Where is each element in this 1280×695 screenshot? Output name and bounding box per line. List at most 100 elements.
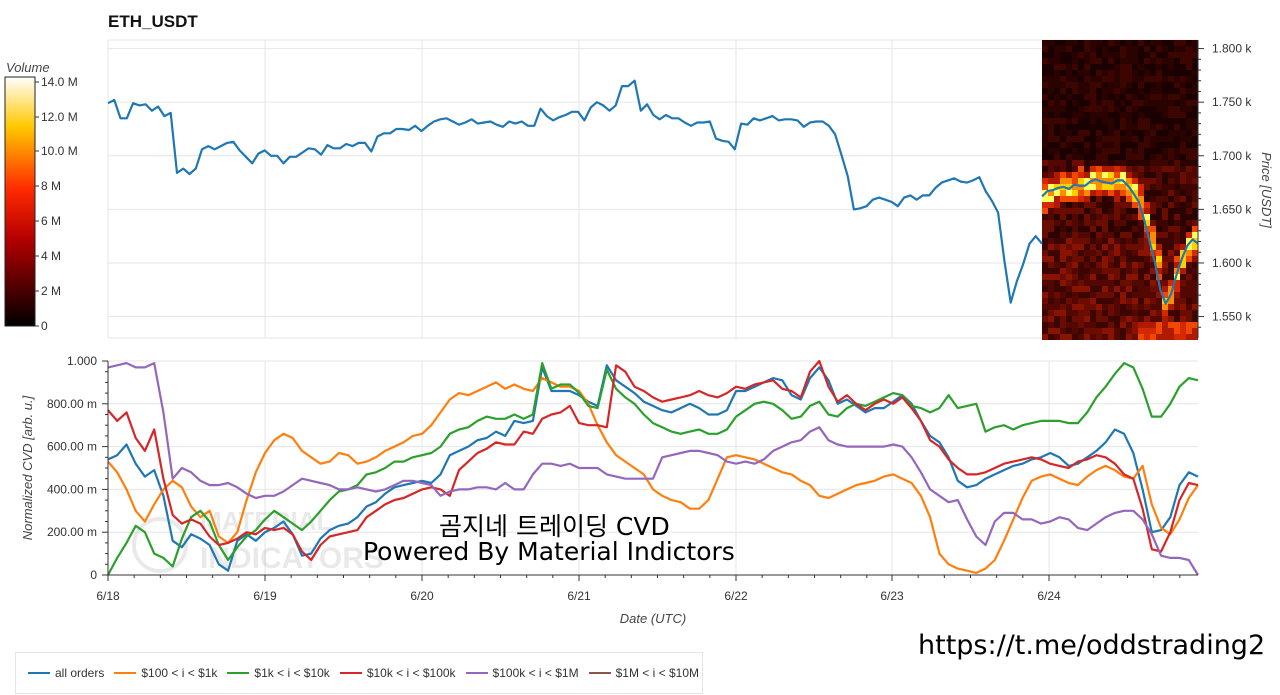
heatmap-cell (1168, 220, 1174, 226)
heatmap-cell (1120, 88, 1126, 94)
heatmap-cell (1120, 46, 1126, 52)
legend-item[interactable]: all orders (28, 666, 104, 680)
legend-item[interactable]: $100k < i < $1M (465, 666, 579, 680)
heatmap-cell (1114, 256, 1120, 262)
heatmap-cell (1138, 322, 1144, 328)
heatmap-cell (1078, 178, 1084, 184)
heatmap-cell (1174, 250, 1180, 256)
heatmap-cell (1180, 268, 1186, 274)
cvd-line-4 (107, 362, 1199, 576)
heatmap-cell (1102, 118, 1108, 124)
heatmap-cell (1120, 280, 1126, 286)
heatmap-cell (1180, 118, 1186, 124)
heatmap-cell (1048, 256, 1054, 262)
heatmap-cell (1084, 184, 1090, 190)
heatmap-cell (1048, 316, 1054, 322)
heatmap-cell (1090, 106, 1096, 112)
heatmap-cell (1186, 250, 1192, 256)
heatmap-cell (1078, 88, 1084, 94)
heatmap-cell (1162, 250, 1168, 256)
heatmap-cell (1168, 262, 1174, 268)
heatmap-cell (1144, 196, 1150, 202)
heatmap-cell (1084, 208, 1090, 214)
heatmap-cell (1156, 160, 1162, 166)
heatmap-cell (1108, 292, 1114, 298)
heatmap-cell (1144, 94, 1150, 100)
heatmap-cell (1096, 166, 1102, 172)
heatmap-cell (1090, 136, 1096, 142)
heatmap-cell (1186, 76, 1192, 82)
heatmap-cell (1066, 220, 1072, 226)
heatmap-cell (1108, 172, 1114, 178)
legend-item[interactable]: $1M < i < $10M (588, 666, 699, 680)
heatmap-cell (1054, 130, 1060, 136)
heatmap-cell (1090, 94, 1096, 100)
heatmap-cell (1108, 142, 1114, 148)
heatmap-cell (1096, 142, 1102, 148)
heatmap-cell (1048, 64, 1054, 70)
heatmap-cell (1150, 274, 1156, 280)
heatmap-cell (1132, 124, 1138, 130)
heatmap-cell (1162, 124, 1168, 130)
heatmap-cell (1102, 274, 1108, 280)
telegram-link[interactable]: https://t.me/oddstrading2 (918, 630, 1266, 661)
heatmap-cell (1072, 250, 1078, 256)
heatmap-cell (1150, 232, 1156, 238)
heatmap-cell (1114, 124, 1120, 130)
heatmap-cell (1132, 226, 1138, 232)
heatmap-cell (1114, 280, 1120, 286)
heatmap-cell (1132, 130, 1138, 136)
heatmap-cell (1180, 286, 1186, 292)
heatmap-cell (1066, 100, 1072, 106)
heatmap-cell (1180, 160, 1186, 166)
heatmap-cell (1120, 124, 1126, 130)
heatmap-cell (1054, 304, 1060, 310)
heatmap-cell (1174, 202, 1180, 208)
heatmap-cell (1150, 184, 1156, 190)
heatmap-cell (1168, 250, 1174, 256)
heatmap-cell (1150, 316, 1156, 322)
heatmap-cell (1102, 172, 1108, 178)
heatmap-cell (1138, 40, 1144, 46)
heatmap-cell (1132, 202, 1138, 208)
heatmap-cell (1060, 178, 1066, 184)
heatmap-cell (1114, 106, 1120, 112)
heatmap-cell (1096, 250, 1102, 256)
heatmap-cell (1156, 70, 1162, 76)
legend-item[interactable]: $10k < i < $100k (339, 666, 456, 680)
heatmap-cell (1090, 292, 1096, 298)
heatmap-cell (1192, 322, 1198, 328)
heatmap-cell (1108, 178, 1114, 184)
heatmap-cell (1138, 100, 1144, 106)
legend-item[interactable]: $1k < i < $10k (227, 666, 330, 680)
heatmap-cell (1054, 286, 1060, 292)
heatmap-cell (1066, 46, 1072, 52)
heatmap-cell (1186, 94, 1192, 100)
heatmap-cell (1072, 76, 1078, 82)
heatmap-cell (1096, 172, 1102, 178)
heatmap-cell (1060, 70, 1066, 76)
heatmap-cell (1120, 208, 1126, 214)
heatmap-cell (1120, 328, 1126, 334)
heatmap-cell (1096, 244, 1102, 250)
heatmap-cell (1108, 316, 1114, 322)
heatmap-cell (1132, 64, 1138, 70)
heatmap-cell (1060, 316, 1066, 322)
heatmap-cell (1180, 274, 1186, 280)
heatmap-cell (1150, 136, 1156, 142)
heatmap-cell (1144, 160, 1150, 166)
heatmap-cell (1096, 112, 1102, 118)
heatmap-cell (1126, 148, 1132, 154)
heatmap-cell (1174, 124, 1180, 130)
heatmap-cell (1114, 220, 1120, 226)
heatmap-cell (1042, 334, 1048, 340)
heatmap-cell (1144, 220, 1150, 226)
price-line-history (107, 79, 1043, 304)
heatmap-cell (1156, 172, 1162, 178)
heatmap-cell (1042, 292, 1048, 298)
legend-item[interactable]: $100 < i < $1k (114, 666, 217, 680)
heatmap-cell (1048, 196, 1054, 202)
heatmap-cell (1108, 208, 1114, 214)
heatmap-cell (1054, 178, 1060, 184)
heatmap-cell (1054, 334, 1060, 340)
